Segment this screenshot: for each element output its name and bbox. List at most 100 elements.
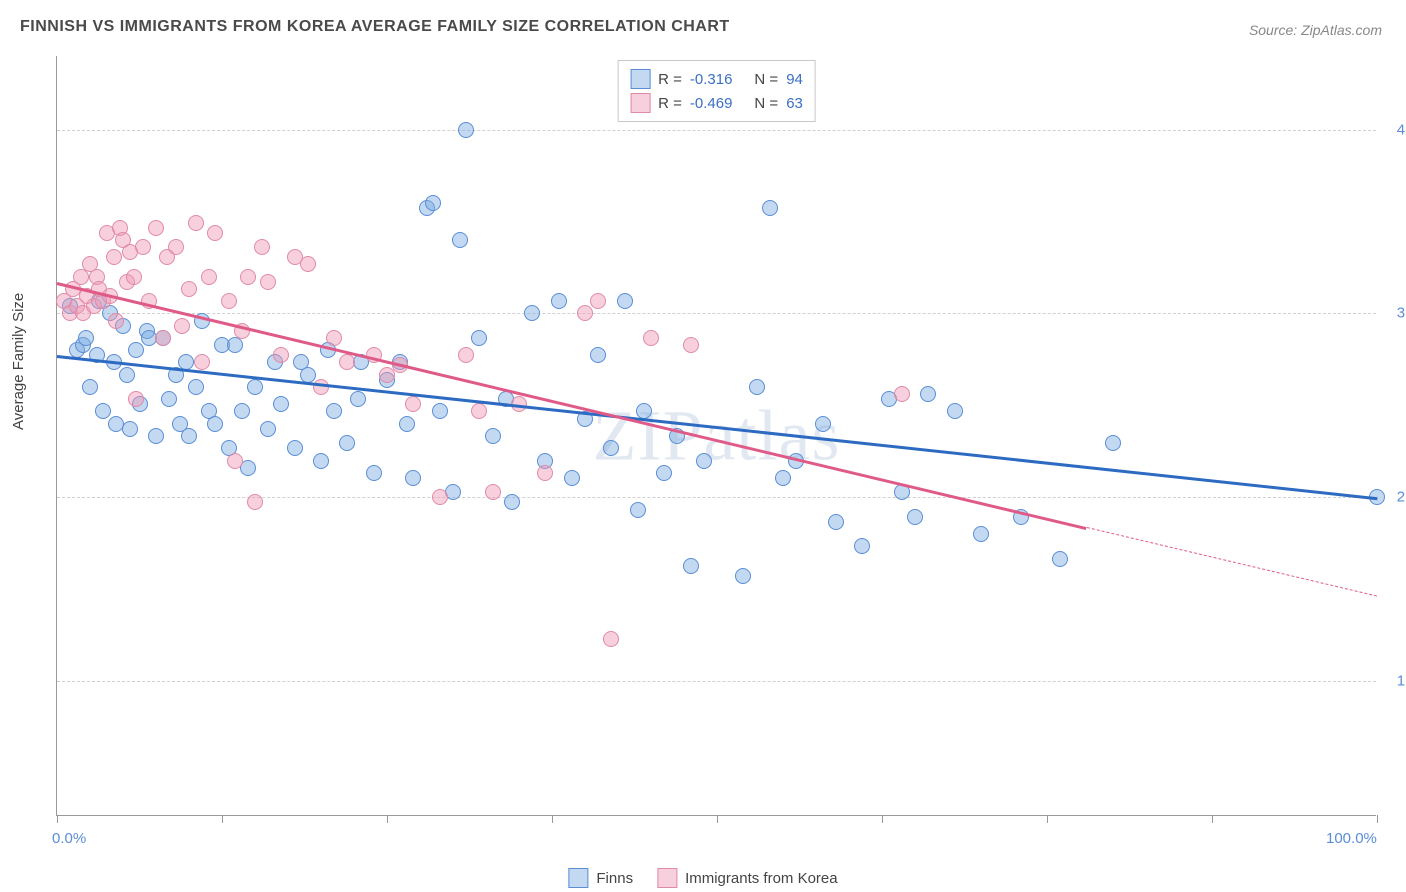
scatter-point <box>656 465 672 481</box>
x-tick <box>1047 815 1048 823</box>
scatter-point <box>339 354 355 370</box>
scatter-point <box>947 403 963 419</box>
legend-item-finns: Finns <box>568 868 633 888</box>
stat-n-label: N = <box>754 95 778 112</box>
scatter-point <box>82 379 98 395</box>
scatter-point <box>485 484 501 500</box>
stats-swatch-icon <box>630 93 650 113</box>
scatter-point <box>135 239 151 255</box>
scatter-point <box>126 269 142 285</box>
scatter-point <box>247 494 263 510</box>
scatter-point <box>590 293 606 309</box>
scatter-point <box>287 440 303 456</box>
scatter-point <box>254 239 270 255</box>
scatter-point <box>227 337 243 353</box>
scatter-point <box>188 215 204 231</box>
y-tick-label: 1.75 <box>1382 673 1406 690</box>
scatter-point <box>683 558 699 574</box>
stat-r-label: R = <box>658 71 682 88</box>
gridline <box>57 313 1376 314</box>
x-tick <box>552 815 553 823</box>
scatter-point <box>577 305 593 321</box>
scatter-point <box>432 403 448 419</box>
scatter-point <box>617 293 633 309</box>
scatter-point <box>247 379 263 395</box>
scatter-point <box>273 396 289 412</box>
scatter-point <box>108 313 124 329</box>
y-axis-label: Average Family Size <box>10 293 27 430</box>
gridline <box>57 681 1376 682</box>
scatter-point <box>128 342 144 358</box>
scatter-point <box>894 386 910 402</box>
scatter-point <box>504 494 520 510</box>
scatter-point <box>313 453 329 469</box>
chart-title: FINNISH VS IMMIGRANTS FROM KOREA AVERAGE… <box>20 18 730 36</box>
scatter-point <box>201 269 217 285</box>
x-tick <box>387 815 388 823</box>
x-tick <box>222 815 223 823</box>
x-tick <box>1212 815 1213 823</box>
scatter-point <box>458 347 474 363</box>
scatter-point <box>537 465 553 481</box>
gridline <box>57 130 1376 131</box>
scatter-point <box>643 330 659 346</box>
scatter-point <box>313 379 329 395</box>
scatter-point <box>973 526 989 542</box>
scatter-point <box>907 509 923 525</box>
scatter-point <box>207 416 223 432</box>
y-tick-label: 4.00 <box>1382 121 1406 138</box>
scatter-point <box>366 465 382 481</box>
scatter-point <box>122 421 138 437</box>
scatter-point <box>775 470 791 486</box>
scatter-point <box>603 631 619 647</box>
x-tick <box>882 815 883 823</box>
scatter-point <box>524 305 540 321</box>
scatter-point <box>78 330 94 346</box>
scatter-point <box>471 403 487 419</box>
correlation-stats-box: R = -0.316N = 94R = -0.469N = 63 <box>617 60 816 122</box>
scatter-point <box>221 293 237 309</box>
source-attribution: Source: ZipAtlas.com <box>1249 22 1382 38</box>
scatter-point <box>815 416 831 432</box>
scatter-point <box>148 428 164 444</box>
scatter-point <box>260 274 276 290</box>
scatter-point <box>564 470 580 486</box>
scatter-point <box>551 293 567 309</box>
stats-row: R = -0.469N = 63 <box>630 91 803 115</box>
scatter-point <box>181 428 197 444</box>
scatter-point <box>485 428 501 444</box>
scatter-point <box>432 489 448 505</box>
scatter-point <box>405 396 421 412</box>
scatter-point <box>234 403 250 419</box>
scatter-point <box>260 421 276 437</box>
legend-item-korea: Immigrants from Korea <box>657 868 838 888</box>
scatter-point <box>603 440 619 456</box>
x-axis-max-label: 100.0% <box>1326 830 1377 847</box>
scatter-point <box>425 195 441 211</box>
stat-r-label: R = <box>658 95 682 112</box>
scatter-point <box>590 347 606 363</box>
scatter-point <box>273 347 289 363</box>
scatter-point <box>326 330 342 346</box>
stats-swatch-icon <box>630 69 650 89</box>
trend-line <box>1086 527 1377 597</box>
scatter-point <box>148 220 164 236</box>
x-tick <box>1377 815 1378 823</box>
scatter-point <box>106 249 122 265</box>
scatter-point <box>683 337 699 353</box>
scatter-point <box>854 538 870 554</box>
scatter-point <box>181 281 197 297</box>
scatter-point <box>119 367 135 383</box>
trend-line <box>57 355 1377 500</box>
scatter-point <box>399 416 415 432</box>
scatter-point <box>630 502 646 518</box>
stat-n-value: 94 <box>786 71 803 88</box>
scatter-point <box>155 330 171 346</box>
scatter-point <box>300 367 316 383</box>
legend-swatch-icon <box>657 868 677 888</box>
stats-row: R = -0.316N = 94 <box>630 67 803 91</box>
scatter-point <box>128 391 144 407</box>
scatter-point <box>828 514 844 530</box>
scatter-point <box>471 330 487 346</box>
scatter-point <box>762 200 778 216</box>
